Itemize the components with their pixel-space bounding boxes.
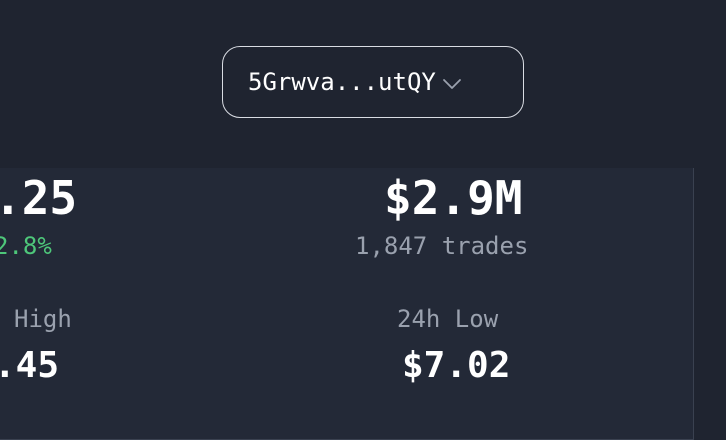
- volume-trades: 1,847 trades: [355, 232, 529, 260]
- price-change: 2.8%: [0, 232, 52, 260]
- chevron-down-icon: [442, 79, 461, 89]
- high-value: .45: [0, 345, 60, 386]
- low-value: $7.02: [402, 345, 511, 386]
- volume-value: $2.9M: [384, 171, 523, 225]
- account-selector-button[interactable]: 5Grwva...utQY: [222, 46, 524, 118]
- low-label: 24h Low: [397, 305, 499, 333]
- account-address: 5Grwva...utQY: [248, 68, 436, 96]
- market-stats-panel: .25 2.8% High .45 $2.9M 1,847 trades 24h…: [0, 168, 694, 440]
- price-value: .25: [0, 171, 78, 225]
- high-label: High: [14, 305, 72, 333]
